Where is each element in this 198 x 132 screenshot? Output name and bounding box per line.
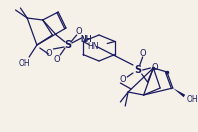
Text: OH: OH: [186, 95, 198, 105]
Text: S: S: [64, 40, 71, 50]
Text: O: O: [120, 76, 127, 84]
Text: NH: NH: [81, 34, 92, 44]
Text: O: O: [151, 62, 158, 72]
Text: HN: HN: [87, 42, 98, 51]
Text: NH: NH: [81, 34, 92, 44]
Text: O: O: [75, 27, 82, 36]
Text: O: O: [45, 48, 52, 58]
Text: S: S: [134, 65, 141, 75]
Text: OH: OH: [18, 60, 30, 69]
Text: O: O: [139, 48, 146, 58]
Polygon shape: [173, 88, 185, 97]
Text: O: O: [54, 55, 61, 63]
